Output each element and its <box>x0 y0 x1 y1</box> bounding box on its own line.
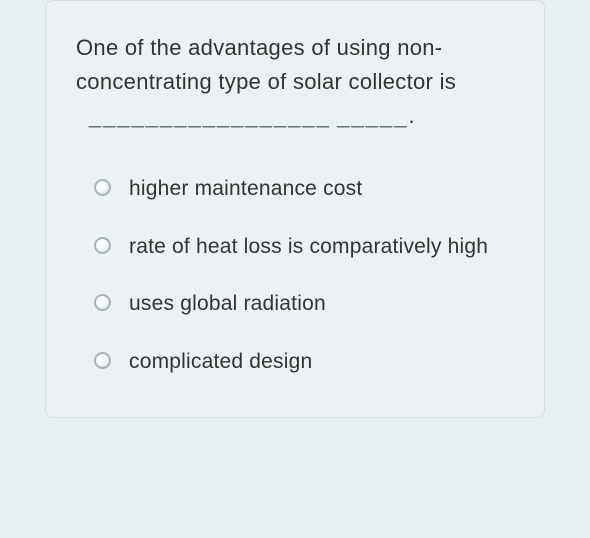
blank-line-2: _____ <box>337 103 408 128</box>
option-label-3: complicated design <box>129 346 312 378</box>
question-stem: One of the advantages of using non-conce… <box>76 31 514 133</box>
option-1[interactable]: rate of heat loss is comparatively high <box>94 231 514 263</box>
option-3[interactable]: complicated design <box>94 346 514 378</box>
option-label-0: higher maintenance cost <box>129 173 362 205</box>
blank-line-1: _________________ <box>89 103 331 128</box>
option-label-1: rate of heat loss is comparatively high <box>129 231 488 263</box>
radio-1[interactable] <box>94 237 111 254</box>
radio-0[interactable] <box>94 179 111 196</box>
radio-3[interactable] <box>94 352 111 369</box>
option-label-2: uses global radiation <box>129 288 326 320</box>
options-list: higher maintenance cost rate of heat los… <box>76 173 514 377</box>
option-2[interactable]: uses global radiation <box>94 288 514 320</box>
radio-2[interactable] <box>94 294 111 311</box>
blank-period: . <box>408 103 414 128</box>
option-0[interactable]: higher maintenance cost <box>94 173 514 205</box>
question-card: One of the advantages of using non-conce… <box>45 0 545 418</box>
question-stem-text: One of the advantages of using non-conce… <box>76 35 456 94</box>
